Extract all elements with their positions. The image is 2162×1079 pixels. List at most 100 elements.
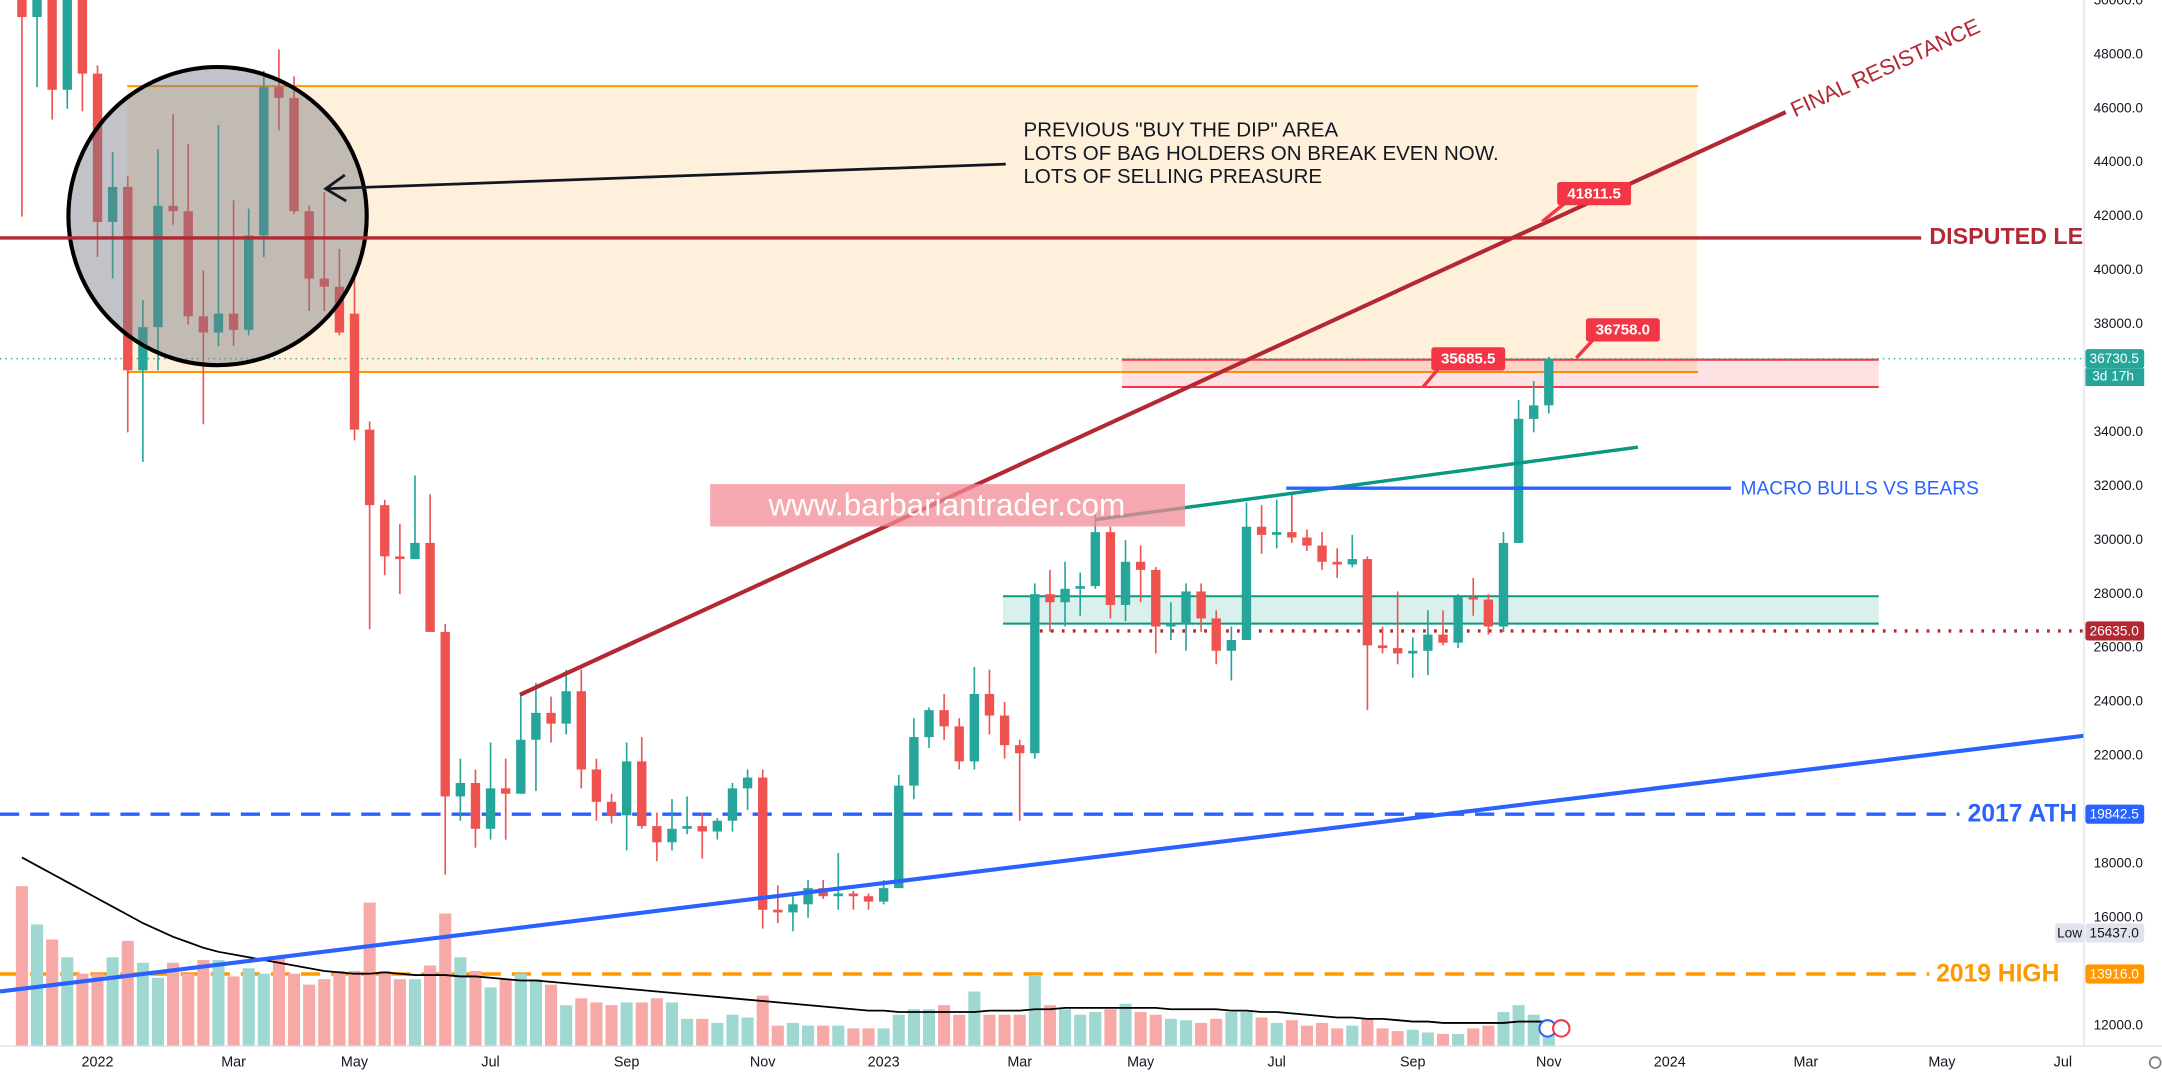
candle-body bbox=[712, 820, 723, 832]
candle-body bbox=[1468, 596, 1478, 600]
candle-body bbox=[138, 327, 148, 371]
volume-bar bbox=[272, 957, 285, 1047]
price-badge bbox=[2085, 923, 2145, 943]
candle-body bbox=[924, 710, 934, 738]
volume-bar bbox=[560, 1005, 573, 1047]
volume-bar bbox=[696, 1018, 709, 1047]
volume-bar bbox=[469, 970, 482, 1047]
callout-label: 41811.5 bbox=[1567, 185, 1621, 202]
candle-body bbox=[1498, 542, 1509, 627]
x-tick-label: 2023 bbox=[868, 1054, 900, 1070]
x-tick-label: Sep bbox=[1400, 1054, 1426, 1070]
support-zone bbox=[1003, 596, 1879, 624]
volume-bar bbox=[287, 973, 301, 1047]
candle-body bbox=[107, 186, 118, 222]
price-badge bbox=[2085, 349, 2145, 369]
price-badge bbox=[2085, 964, 2145, 984]
candle-body bbox=[425, 542, 435, 632]
callout-label: 35685.5 bbox=[1441, 350, 1495, 367]
candle-body bbox=[1347, 559, 1357, 565]
candle-body bbox=[1544, 358, 1554, 406]
y-tick-label: 28000.0 bbox=[2094, 586, 2144, 601]
candle-body bbox=[742, 777, 753, 789]
candle-body bbox=[758, 777, 768, 910]
candle-body bbox=[92, 73, 103, 222]
volume-bar bbox=[1406, 1029, 1419, 1047]
candle-body bbox=[561, 691, 571, 724]
candle-body bbox=[773, 909, 783, 913]
volume-bar bbox=[257, 973, 270, 1047]
volume-bar bbox=[681, 1018, 694, 1047]
volume-bar bbox=[998, 1014, 1011, 1047]
candle-body bbox=[576, 691, 586, 770]
price-badge bbox=[2085, 804, 2145, 824]
candle-body bbox=[319, 278, 329, 287]
candle-body bbox=[1483, 599, 1494, 627]
settings-icon[interactable] bbox=[2148, 1056, 2162, 1069]
candle-body bbox=[455, 782, 466, 797]
volume-bar bbox=[121, 940, 134, 1047]
candle-body bbox=[440, 631, 450, 797]
callout-label: 36758.0 bbox=[1596, 322, 1650, 339]
volume-bar bbox=[605, 1005, 618, 1047]
candle-body bbox=[969, 693, 980, 762]
candle-body bbox=[848, 893, 859, 897]
candle-body bbox=[1090, 532, 1100, 587]
candle-body bbox=[1181, 591, 1191, 624]
candle-body bbox=[198, 316, 209, 333]
high-label: 2019 HIGH bbox=[1936, 961, 2059, 988]
volume-bar bbox=[1497, 1011, 1510, 1047]
y-tick-label: 50000.0 bbox=[2094, 0, 2144, 7]
event-icon[interactable] bbox=[1552, 1019, 1571, 1038]
candle-body bbox=[1332, 561, 1342, 565]
candle-body bbox=[380, 505, 390, 557]
candle-body bbox=[894, 785, 904, 889]
x-tick-label: May bbox=[341, 1054, 369, 1070]
x-tick-label: 2024 bbox=[1654, 1054, 1686, 1070]
volume-bar bbox=[726, 1014, 739, 1047]
candle-body bbox=[863, 896, 874, 902]
candle-body bbox=[364, 429, 375, 506]
callout-box bbox=[1557, 181, 1632, 206]
volume-bar bbox=[983, 1014, 996, 1047]
price-badge-label: 26635.0 bbox=[2089, 623, 2139, 638]
candle-body bbox=[637, 761, 647, 827]
volume-bar bbox=[1361, 1018, 1374, 1047]
volume-bar bbox=[922, 1009, 936, 1047]
candle-body bbox=[984, 693, 995, 716]
candle-body bbox=[47, 0, 57, 90]
highlight-circle bbox=[66, 64, 369, 368]
y-tick-label: 48000.0 bbox=[2094, 46, 2144, 61]
candle-body bbox=[244, 235, 254, 330]
volume-bar bbox=[242, 968, 255, 1047]
note-line: PREVIOUS "BUY THE DIP" AREA bbox=[1024, 119, 1339, 142]
candle-body bbox=[667, 828, 677, 843]
volume-bar bbox=[802, 1025, 815, 1047]
volume-bar bbox=[1104, 1009, 1117, 1047]
volume-bar bbox=[393, 979, 406, 1047]
volume-bar bbox=[545, 984, 558, 1047]
candle-body bbox=[803, 888, 813, 905]
callout-box bbox=[1431, 347, 1506, 371]
volume-bar bbox=[1255, 1017, 1268, 1047]
candle-body bbox=[168, 205, 178, 212]
volume-bar bbox=[650, 998, 663, 1047]
price-badge-label: 36730.5 bbox=[2089, 351, 2139, 366]
candle-body bbox=[1377, 645, 1388, 649]
x-tick-label: 2022 bbox=[82, 1054, 114, 1070]
candle-body bbox=[395, 556, 405, 560]
volume-bar bbox=[1482, 1025, 1495, 1047]
candle-body bbox=[17, 0, 27, 17]
volume-bar bbox=[408, 979, 422, 1047]
volume-bar bbox=[711, 1022, 724, 1047]
volume-bar bbox=[1527, 1014, 1540, 1047]
volume-bar bbox=[1119, 1003, 1132, 1047]
note-line: LOTS OF BAG HOLDERS ON BREAK EVEN NOW. bbox=[1024, 142, 1499, 165]
volume-bar bbox=[151, 977, 165, 1047]
candles bbox=[17, 0, 1554, 932]
candle-body bbox=[833, 893, 843, 897]
note-line: LOTS OF SELLING PREASURE bbox=[1024, 165, 1323, 188]
price-badge-label: 13916.0 bbox=[2089, 966, 2139, 981]
candle-body bbox=[531, 712, 541, 740]
candle-body bbox=[682, 826, 692, 829]
